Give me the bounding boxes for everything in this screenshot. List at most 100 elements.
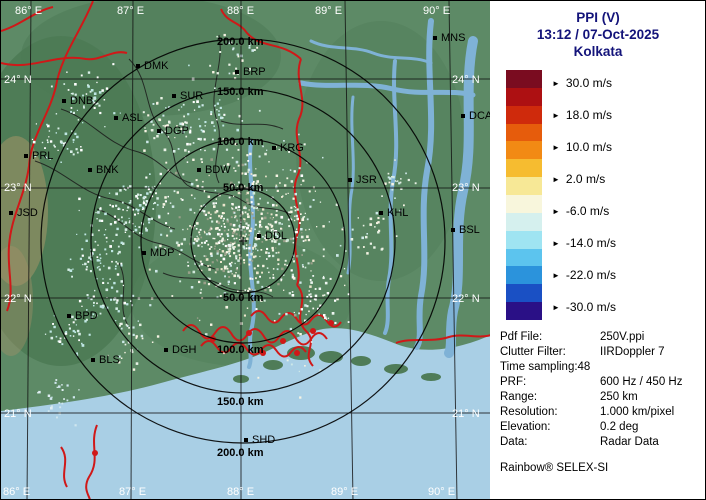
lat-label-right: 23° N xyxy=(452,182,480,194)
station-marker xyxy=(348,178,352,182)
scale-value-label: -6.0 m/s xyxy=(565,204,610,218)
station-label: BDW xyxy=(205,164,231,176)
lon-label-top: 90° E xyxy=(423,5,450,17)
station-label: MNS xyxy=(441,32,465,44)
scale-value-label: 10.0 m/s xyxy=(565,140,612,154)
lat-label-left: 24° N xyxy=(4,74,32,86)
station-marker xyxy=(24,154,28,158)
metadata-key: Clutter Filter: xyxy=(500,346,566,358)
scale-label-row: ► -22.0 m/s xyxy=(552,268,616,282)
station-label: DGH xyxy=(172,344,197,356)
metadata-value: 1.000 km/pixel xyxy=(600,406,675,418)
brand-text: Rainbow® SELEX-SI xyxy=(500,462,609,474)
metadata-row: PRF: 600 Hz / 450 Hz xyxy=(500,375,705,390)
scale-segment xyxy=(506,177,542,196)
station-label: DMK xyxy=(144,60,169,72)
range-rings xyxy=(40,38,446,444)
station-label: JSD xyxy=(17,207,38,219)
station-marker xyxy=(451,228,455,232)
station-label: JSR xyxy=(356,174,377,186)
station-label: MDP xyxy=(150,247,174,259)
scale-label-row: ► -14.0 m/s xyxy=(552,236,616,250)
scale-segment xyxy=(506,266,542,285)
station-label: BLS xyxy=(99,354,120,366)
station-marker xyxy=(62,99,66,103)
lon-label-bottom: 88° E xyxy=(227,486,254,498)
arrow-icon: ► xyxy=(552,238,560,248)
station-marker xyxy=(461,114,465,118)
latlon-grid xyxy=(1,1,491,499)
lon-label-bottom: 87° E xyxy=(119,486,146,498)
metadata-key: Pdf File: xyxy=(500,331,543,343)
range-ring-label: 200.0 km xyxy=(217,36,264,48)
scale-value-label: 18.0 m/s xyxy=(565,108,612,122)
range-ring-label: 50.0 km xyxy=(223,182,264,194)
lon-label-top: 86° E xyxy=(15,5,42,17)
metadata-row: Pdf File: 250V.ppi xyxy=(500,330,705,345)
lon-label-top: 87° E xyxy=(117,5,144,17)
arrow-icon: ► xyxy=(552,174,560,184)
radar-ppi-map: 86° E 87° E 88° E 89° E 90° E 86° E 87° E 88° E… xyxy=(1,1,491,499)
scale-label-row: ► 30.0 m/s xyxy=(552,76,616,90)
metadata-value: IIRDoppler 7 xyxy=(600,346,665,358)
station-label: DCA xyxy=(469,110,491,122)
arrow-icon: ► xyxy=(552,206,560,216)
station-label: BPD xyxy=(75,310,98,322)
station-label: DDL xyxy=(265,230,287,242)
station-label: KHL xyxy=(387,207,408,219)
political-boundaries xyxy=(1,1,491,499)
scale-value-label: -30.0 m/s xyxy=(565,300,616,314)
station-label: BRP xyxy=(243,66,266,78)
scale-label-row: ► 18.0 m/s xyxy=(552,108,616,122)
station-marker xyxy=(157,129,161,133)
station-label: KRG xyxy=(280,142,304,154)
scale-segment xyxy=(506,284,542,303)
metadata-row: Range: 250 km xyxy=(500,390,705,405)
station-marker xyxy=(272,146,276,150)
scale-segment xyxy=(506,230,542,249)
scale-segment xyxy=(506,248,542,267)
radar-site-name: Kolkata xyxy=(573,44,623,59)
metadata-key: Time sampling:48 xyxy=(500,361,591,373)
lat-label-left: 22° N xyxy=(4,293,32,305)
scale-label-row: ► 2.0 m/s xyxy=(552,172,616,186)
lon-label-bottom: 86° E xyxy=(3,486,30,498)
station-marker xyxy=(136,64,140,68)
range-ring-label: 50.0 km xyxy=(223,292,264,304)
arrow-icon: ► xyxy=(552,78,560,88)
metadata-value: 600 Hz / 450 Hz xyxy=(600,376,683,388)
scale-value-label: 2.0 m/s xyxy=(565,172,606,186)
metadata-key: Range: xyxy=(500,391,538,403)
info-panel: PPI (V) 13:12 / 07-Oct-2025 Kolkata ► 30.… xyxy=(490,1,705,499)
station-marker xyxy=(257,234,261,238)
radar-map-display: 86° E 87° E 88° E 89° E 90° E 86° E 87° E 88° E… xyxy=(1,1,491,499)
scale-value-label: 30.0 m/s xyxy=(565,76,612,90)
color-bar-labels: ► 30.0 m/s ► 18.0 m/s ► 10.0 m/s ► 2.0 m/s ► -6.0… xyxy=(542,70,616,320)
arrow-icon: ► xyxy=(552,142,560,152)
product-title: PPI (V) xyxy=(576,10,620,25)
metadata-key: Elevation: xyxy=(500,421,551,433)
metadata-row: Clutter Filter: IIRDoppler 7 xyxy=(500,345,705,360)
station-marker xyxy=(379,211,383,215)
scale-segment xyxy=(506,105,542,124)
station-label: DGP xyxy=(165,125,189,137)
metadata-value: 250V.ppi xyxy=(600,331,645,343)
station-label: BNK xyxy=(96,164,119,176)
metadata-value: Radar Data xyxy=(600,436,659,448)
scale-value-label: -14.0 m/s xyxy=(565,236,616,250)
coast-marks xyxy=(92,320,334,456)
scale-segment xyxy=(506,159,542,178)
station-marker xyxy=(142,251,146,255)
station-label: DNB xyxy=(70,95,93,107)
lat-label-right: 22° N xyxy=(452,293,480,305)
station-label: SUR xyxy=(180,90,203,102)
range-ring-label: 200.0 km xyxy=(217,447,264,459)
metadata-value: 0.2 deg xyxy=(600,421,639,433)
metadata-row: Data: Radar Data xyxy=(500,435,705,450)
scale-segment xyxy=(506,195,542,213)
lat-label-left: 23° N xyxy=(4,182,32,194)
range-ring-label: 100.0 km xyxy=(217,344,264,356)
metadata-key: PRF: xyxy=(500,376,527,388)
station-marker xyxy=(172,94,176,98)
